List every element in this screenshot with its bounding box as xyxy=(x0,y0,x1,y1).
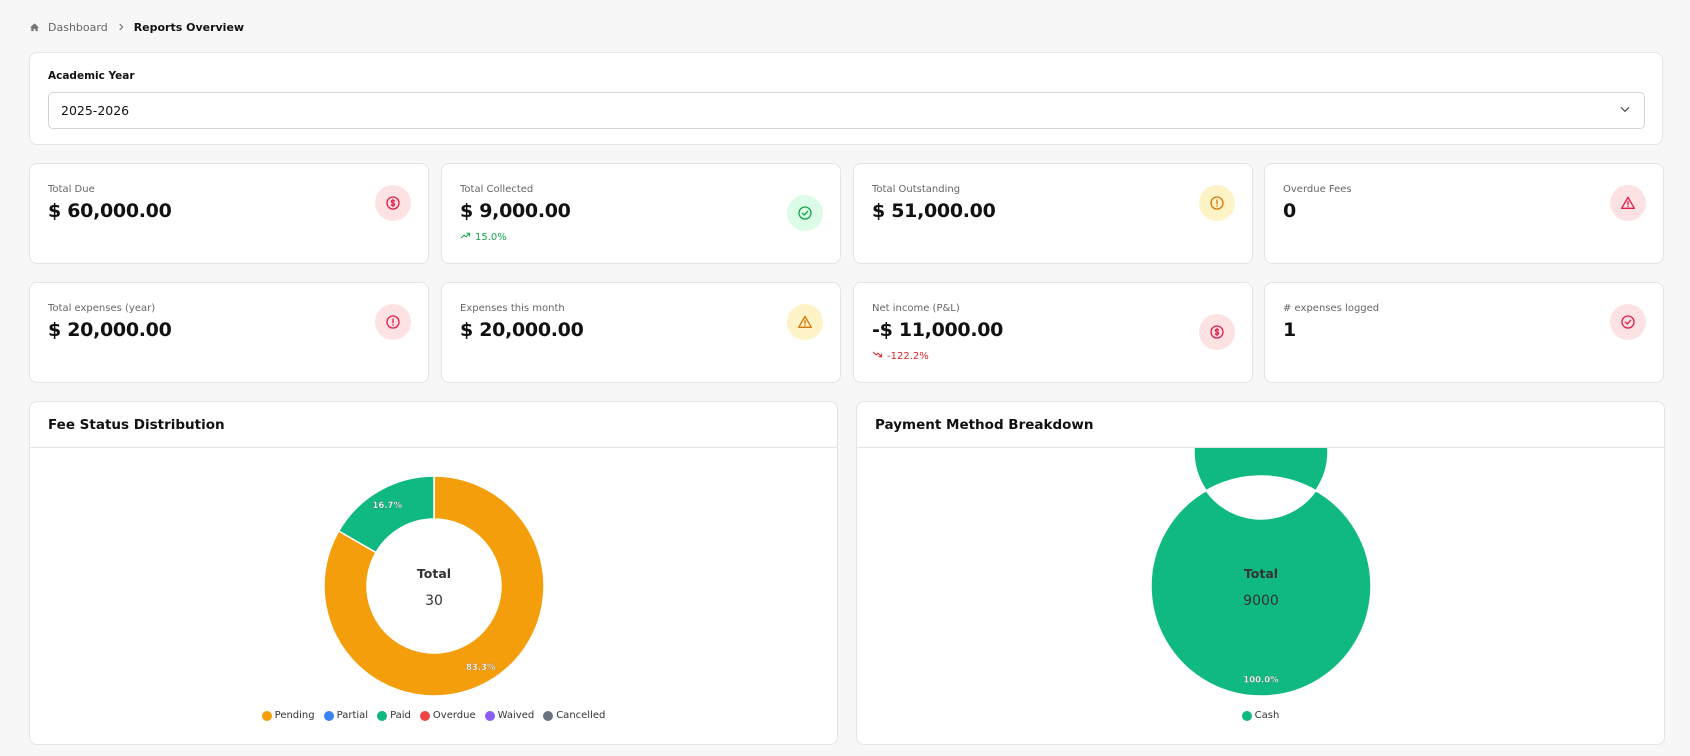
donut-slice-paid[interactable] xyxy=(337,475,435,554)
legend-label: Overdue xyxy=(432,710,476,721)
legend-item-cash[interactable]: Cash xyxy=(1241,710,1280,721)
stat-value: $ 60,000.00 xyxy=(48,200,172,222)
stat-label: Total Collected xyxy=(460,184,534,195)
legend-item-cancelled[interactable]: Cancelled xyxy=(543,710,605,721)
donut-slice-cash[interactable] xyxy=(1150,448,1372,697)
stat-card: Net income (P&L) -$ 11,000.00 -122.2% xyxy=(853,282,1253,383)
stat-trend: -122.2% xyxy=(872,349,929,363)
academic-year-label: Academic Year xyxy=(48,70,135,82)
payment-method-donut-chart: 100.0% Total 9000 xyxy=(1150,448,1372,697)
stat-label: # expenses logged xyxy=(1283,303,1380,314)
donut-center-value: 30 xyxy=(425,593,443,609)
stat-value: $ 51,000.00 xyxy=(872,200,996,222)
academic-year-value: 2025-2026 xyxy=(61,103,130,118)
legend-label: Cash xyxy=(1254,710,1280,721)
donut-center-label: Total xyxy=(417,566,451,581)
academic-year-card: Academic Year 2025-2026 xyxy=(29,52,1663,145)
legend-swatch xyxy=(543,710,554,721)
legend-label: Paid xyxy=(390,710,411,721)
warning-triangle-icon xyxy=(787,304,823,340)
fee-status-card: Fee Status Distribution 83.3% 16.7% Total 3… xyxy=(29,401,838,745)
stat-value: -$ 11,000.00 xyxy=(872,319,1004,341)
stat-label: Overdue Fees xyxy=(1283,184,1352,195)
legend-swatch xyxy=(484,710,495,721)
home-icon[interactable] xyxy=(29,22,40,33)
legend-label: Pending xyxy=(274,710,315,721)
legend-item-waived[interactable]: Waived xyxy=(484,710,535,721)
fee-status-legend: Pending Partial Paid Overdue Waived Cancelled xyxy=(30,710,837,721)
alert-circle-icon xyxy=(375,304,411,340)
check-circle-icon xyxy=(787,195,823,231)
stat-trend-value: 15.0% xyxy=(475,231,507,243)
legend-swatch xyxy=(261,710,272,721)
stat-card: Total Due $ 60,000.00 xyxy=(29,163,429,264)
breadcrumb: Dashboard Reports Overview xyxy=(29,18,244,36)
legend-item-overdue[interactable]: Overdue xyxy=(419,710,476,721)
warning-triangle-icon xyxy=(1610,185,1646,221)
stat-trend-value: -122.2% xyxy=(887,350,929,362)
donut-data-label: 100.0% xyxy=(1243,676,1279,686)
stat-value: $ 20,000.00 xyxy=(48,319,172,341)
stat-label: Total Outstanding xyxy=(872,184,961,195)
donut-center-label: Total xyxy=(1244,566,1278,581)
stat-card: Overdue Fees 0 xyxy=(1264,163,1664,264)
stat-card: Expenses this month $ 20,000.00 xyxy=(441,282,841,383)
stat-value: $ 20,000.00 xyxy=(460,319,584,341)
donut-data-label: 16.7% xyxy=(373,501,403,511)
stat-value: $ 9,000.00 xyxy=(460,200,571,222)
academic-year-select[interactable]: 2025-2026 xyxy=(48,92,1645,129)
legend-item-pending[interactable]: Pending xyxy=(261,710,315,721)
donut-data-label: 83.3% xyxy=(466,663,496,673)
legend-label: Partial xyxy=(336,710,369,721)
payment-method-card: Payment Method Breakdown 100.0% Total 9000… xyxy=(856,401,1665,745)
stat-label: Total Due xyxy=(48,184,95,195)
stat-trend: 15.0% xyxy=(460,230,507,244)
stat-card: Total expenses (year) $ 20,000.00 xyxy=(29,282,429,383)
fee-status-title: Fee Status Distribution xyxy=(30,402,837,448)
legend-swatch xyxy=(419,710,430,721)
stat-label: Expenses this month xyxy=(460,303,565,314)
fee-status-donut-chart: 83.3% 16.7% Total 30 xyxy=(323,475,545,697)
legend-label: Cancelled xyxy=(556,710,606,721)
trending-down-icon xyxy=(872,349,883,363)
legend-label: Waived xyxy=(497,710,535,721)
payment-method-legend: Cash xyxy=(857,710,1664,721)
legend-item-paid[interactable]: Paid xyxy=(377,710,411,721)
trending-up-icon xyxy=(460,230,471,244)
stat-card: # expenses logged 1 xyxy=(1264,282,1664,383)
breadcrumb-current: Reports Overview xyxy=(133,20,245,34)
legend-swatch xyxy=(323,710,334,721)
donut-center-value: 9000 xyxy=(1243,593,1279,609)
stat-value: 1 xyxy=(1283,319,1296,341)
stat-card: Total Collected $ 9,000.00 15.0% xyxy=(441,163,841,264)
stat-label: Net income (P&L) xyxy=(872,303,960,314)
legend-item-partial[interactable]: Partial xyxy=(323,710,369,721)
stat-label: Total expenses (year) xyxy=(48,303,156,314)
alert-circle-icon xyxy=(1199,185,1235,221)
legend-swatch xyxy=(1241,710,1252,721)
legend-swatch xyxy=(377,710,388,721)
dollar-icon xyxy=(1199,314,1235,350)
chevron-down-icon xyxy=(1618,102,1632,119)
check-circle-icon xyxy=(1610,304,1646,340)
stat-card: Total Outstanding $ 51,000.00 xyxy=(853,163,1253,264)
breadcrumb-dashboard-link[interactable]: Dashboard xyxy=(48,20,108,34)
dollar-icon xyxy=(375,185,411,221)
donut-slice-pending[interactable] xyxy=(323,475,545,697)
chevron-right-icon xyxy=(116,22,126,32)
stat-value: 0 xyxy=(1283,200,1296,222)
payment-method-title: Payment Method Breakdown xyxy=(857,402,1664,448)
